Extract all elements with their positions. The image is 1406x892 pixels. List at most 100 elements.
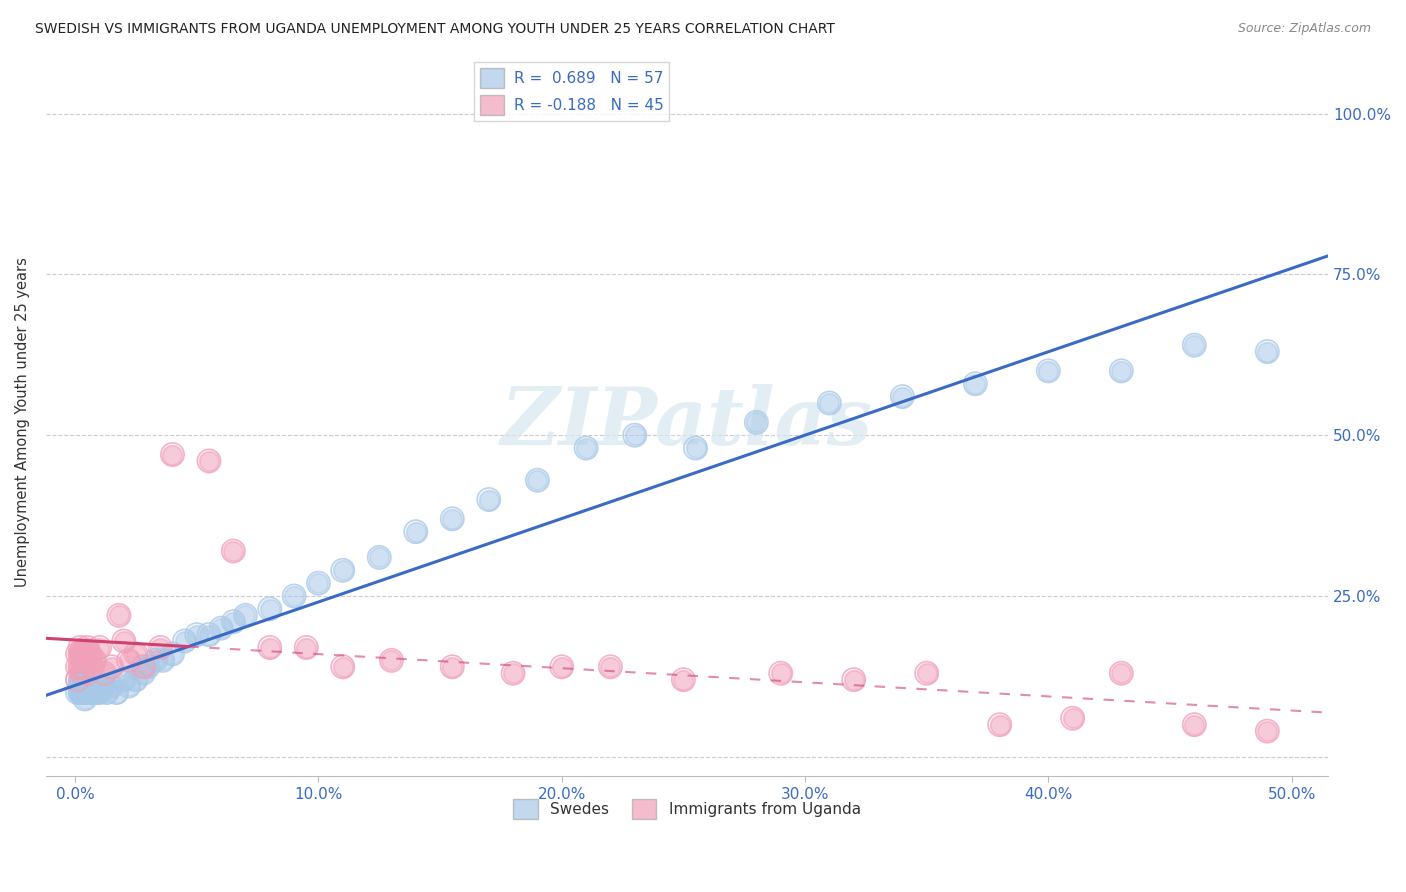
Point (90, 679, 112, 693)
Point (83, 685, 105, 699)
Point (76, 666, 98, 681)
Point (222, 544, 245, 558)
Point (69, 679, 91, 693)
Point (259, 602, 281, 616)
Point (66, 660, 89, 674)
Point (145, 653, 167, 667)
Point (66, 673, 89, 687)
Point (105, 685, 128, 699)
Point (79, 685, 101, 699)
Point (1256, 344, 1278, 359)
Point (100, 660, 122, 674)
Point (89, 685, 111, 699)
Point (76, 685, 98, 699)
Point (222, 615, 245, 629)
Point (745, 415, 768, 429)
Point (79, 647, 101, 661)
Point (1182, 338, 1205, 352)
Point (842, 673, 865, 687)
Point (125, 647, 148, 661)
Point (1182, 338, 1205, 352)
Point (988, 717, 1011, 731)
Point (209, 621, 232, 635)
Point (222, 544, 245, 558)
Point (1038, 364, 1060, 378)
Point (502, 666, 524, 681)
Point (745, 415, 768, 429)
Point (105, 685, 128, 699)
Point (76, 666, 98, 681)
Point (599, 660, 621, 674)
Point (818, 396, 841, 410)
Point (1256, 724, 1278, 739)
Point (72, 647, 94, 661)
Point (1038, 364, 1060, 378)
Point (112, 673, 135, 687)
Point (69, 640, 91, 655)
Point (332, 563, 354, 577)
Point (575, 441, 598, 455)
Point (100, 679, 122, 693)
Point (79, 685, 101, 699)
Point (86, 685, 108, 699)
Point (66, 647, 89, 661)
Point (125, 673, 148, 687)
Text: ZIPatlas: ZIPatlas (501, 384, 873, 461)
Point (73, 692, 96, 706)
Point (149, 640, 172, 655)
Point (891, 390, 914, 404)
Point (965, 376, 987, 391)
Point (441, 660, 464, 674)
Point (69, 685, 91, 699)
Point (685, 441, 707, 455)
Point (66, 673, 89, 687)
Point (132, 660, 155, 674)
Point (769, 666, 792, 681)
Point (1256, 724, 1278, 739)
Point (73, 685, 96, 699)
Point (623, 428, 645, 442)
Point (818, 396, 841, 410)
Point (132, 666, 155, 681)
Point (198, 454, 221, 468)
Point (76, 640, 98, 655)
Point (79, 647, 101, 661)
Point (72, 679, 94, 693)
Point (86, 685, 108, 699)
Point (502, 666, 524, 681)
Point (112, 634, 135, 648)
Point (685, 441, 707, 455)
Point (72, 666, 94, 681)
Point (198, 454, 221, 468)
Point (209, 621, 232, 635)
Point (769, 666, 792, 681)
Point (112, 673, 135, 687)
Point (441, 512, 464, 526)
Point (186, 627, 208, 641)
Point (83, 653, 105, 667)
Point (72, 685, 94, 699)
Point (526, 473, 548, 487)
Point (405, 524, 427, 539)
Point (551, 660, 574, 674)
Point (173, 634, 195, 648)
Point (82, 660, 104, 674)
Point (915, 666, 938, 681)
Point (89, 685, 111, 699)
Point (162, 647, 184, 661)
Point (82, 660, 104, 674)
Point (73, 660, 96, 674)
Point (66, 660, 89, 674)
Point (118, 653, 141, 667)
Point (283, 589, 305, 603)
Point (145, 653, 167, 667)
Point (69, 685, 91, 699)
Point (89, 640, 111, 655)
Point (295, 640, 318, 655)
Point (66, 647, 89, 661)
Point (136, 660, 159, 674)
Point (441, 660, 464, 674)
Point (1182, 717, 1205, 731)
Point (72, 685, 94, 699)
Point (235, 608, 257, 623)
